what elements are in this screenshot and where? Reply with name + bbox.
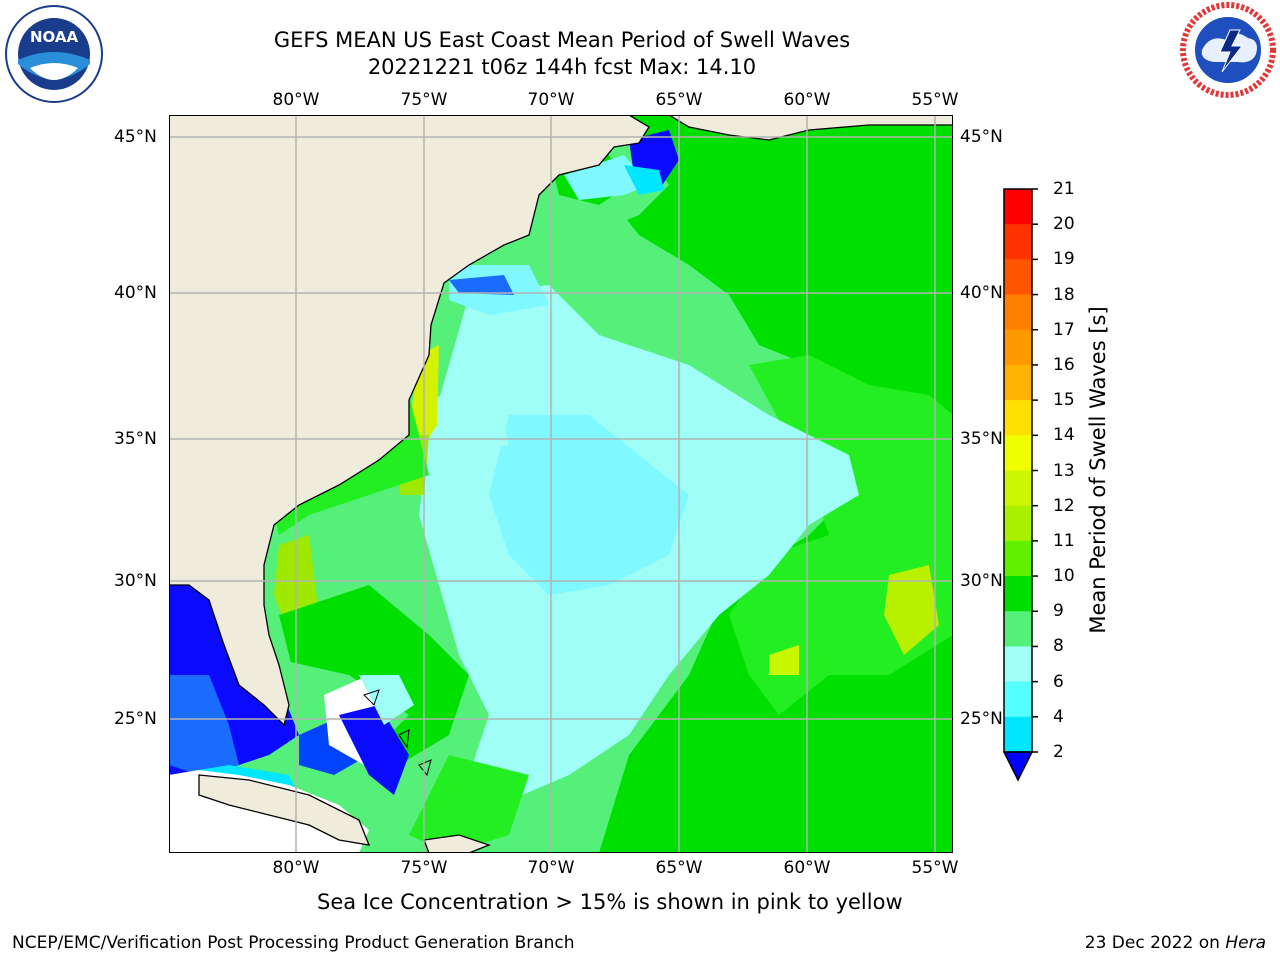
- lon-label-bottom: 70°W: [527, 858, 575, 878]
- colorbar-band: [1004, 681, 1032, 718]
- colorbar-band: [1004, 400, 1032, 436]
- lat-label-right: 35°N: [960, 429, 1003, 449]
- swell-period-map: [169, 115, 953, 853]
- lon-label-bottom: 80°W: [272, 858, 320, 878]
- lon-label-bottom: 65°W: [655, 858, 703, 878]
- lat-label-right: 40°N: [960, 283, 1003, 303]
- colorbar-band: [1004, 470, 1032, 507]
- colorbar-label: 13: [1053, 460, 1075, 481]
- map-frame: [169, 115, 953, 853]
- lat-label-left: 35°N: [114, 429, 157, 449]
- footer-branch: NCEP/EMC/Verification Post Processing Pr…: [12, 933, 575, 953]
- canada-land: [667, 115, 953, 141]
- colorbar-label: 21: [1053, 179, 1075, 199]
- colorbar-band: [1004, 364, 1032, 401]
- colorbar-band: [1004, 505, 1032, 542]
- colorbar-title: Mean Period of Swell Waves [s]: [1086, 306, 1110, 634]
- colorbar-label: 14: [1053, 425, 1075, 446]
- footer-date-text: 23 Dec 2022 on: [1084, 933, 1226, 953]
- lon-label-top: 80°W: [272, 90, 320, 110]
- colorbar-band: [1004, 611, 1032, 647]
- colorbar-label: 19: [1053, 249, 1075, 270]
- colorbar-label: 17: [1053, 319, 1075, 340]
- lon-label-bottom: 55°W: [911, 858, 959, 878]
- colorbar-band: [1004, 576, 1032, 612]
- noaa-logo-text: NOAA: [30, 28, 79, 46]
- colorbar-band: [1004, 329, 1032, 366]
- noaa-logo: NOAA: [5, 5, 103, 103]
- colorbar-label: 11: [1053, 530, 1075, 551]
- colorbar-band: [1004, 646, 1032, 683]
- sea-ice-note: Sea Ice Concentration > 15% is shown in …: [317, 890, 903, 914]
- colorbar-label: 10: [1053, 566, 1075, 587]
- lon-label-bottom: 75°W: [400, 858, 448, 878]
- lon-label-top: 65°W: [655, 90, 703, 110]
- lat-label-left: 40°N: [114, 283, 157, 303]
- chart-subtitle: 20221221 t06z 144h fcst Max: 14.10: [367, 55, 757, 79]
- lat-label-right: 30°N: [960, 571, 1003, 591]
- map-graticule: [169, 115, 953, 853]
- colorbar-band: [1004, 294, 1032, 331]
- chart-title: GEFS MEAN US East Coast Mean Period of S…: [273, 28, 851, 52]
- colorbar-band: [1004, 540, 1032, 577]
- colorbar-band: [1004, 435, 1032, 471]
- lat-label-left: 30°N: [114, 571, 157, 591]
- colorbar-band: [1004, 189, 1032, 225]
- lon-label-top: 60°W: [783, 90, 831, 110]
- colorbar-label: 4: [1053, 706, 1064, 727]
- colorbar-band: [1004, 224, 1032, 260]
- colorbar-band: [1004, 716, 1032, 753]
- colorbar-label: 18: [1053, 284, 1075, 305]
- colorbar-label: 12: [1053, 495, 1075, 516]
- nws-logo: [1180, 2, 1276, 98]
- lat-label-left: 45°N: [114, 127, 157, 147]
- lon-label-top: 55°W: [911, 90, 959, 110]
- colorbar-label: 20: [1053, 214, 1075, 235]
- lon-label-top: 75°W: [400, 90, 448, 110]
- colorbar-band: [1004, 259, 1032, 296]
- footer-machine: Hera: [1225, 933, 1266, 953]
- lat-label-right: 25°N: [960, 709, 1003, 729]
- us-east-coast-land: [169, 115, 650, 727]
- colorbar-label: 8: [1053, 636, 1064, 657]
- colorbar-label: 16: [1053, 354, 1075, 375]
- lon-label-top: 70°W: [527, 90, 575, 110]
- lon-label-bottom: 60°W: [783, 858, 831, 878]
- colorbar-label: 9: [1053, 601, 1064, 622]
- cuba-land: [198, 774, 371, 846]
- colorbar-label: 2: [1053, 742, 1064, 762]
- colorbar-label: 15: [1053, 390, 1075, 411]
- lat-label-left: 25°N: [114, 709, 157, 729]
- footer-date: 23 Dec 2022 on Hera: [1085, 933, 1266, 953]
- colorbar-label: 6: [1053, 671, 1064, 692]
- colorbar-under-triangle: [1002, 751, 1034, 782]
- colorbar: [1002, 188, 1038, 782]
- lat-label-right: 45°N: [960, 127, 1003, 147]
